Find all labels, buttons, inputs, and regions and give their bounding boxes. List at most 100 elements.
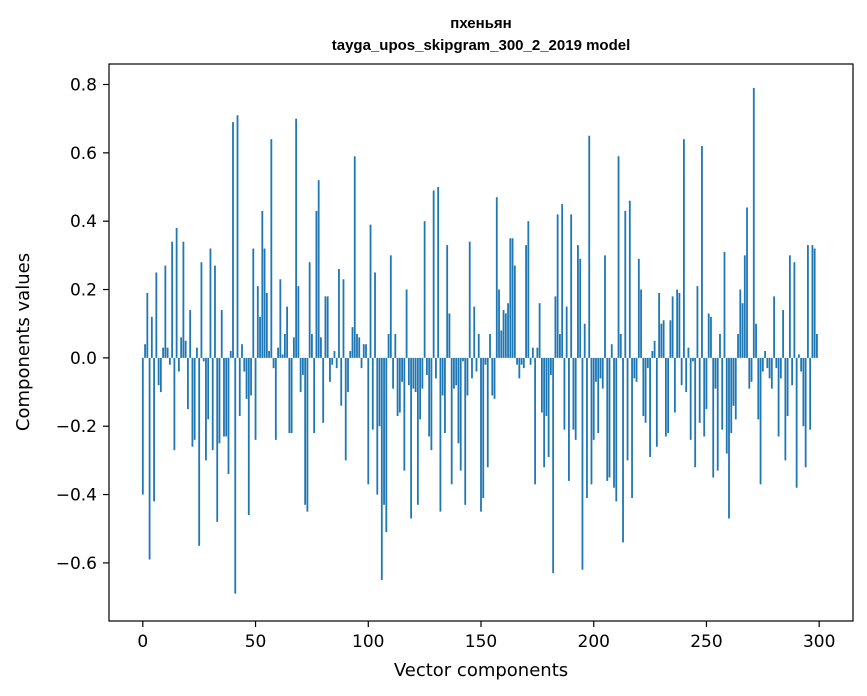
bar-component-195: [581, 357, 584, 570]
x-axis-label: Vector components: [394, 660, 568, 681]
bar-component-256: [719, 333, 721, 358]
bar-component-64: [286, 306, 289, 358]
bar-component-78: [317, 180, 320, 358]
bar-component-216: [628, 200, 631, 358]
bar-component-72: [304, 357, 307, 505]
bar-component-110: [389, 255, 392, 358]
bar-component-70: [299, 357, 302, 393]
bar-component-272: [755, 323, 757, 358]
bar-component-11: [166, 347, 169, 358]
bar-component-188: [565, 306, 568, 358]
bar-component-42: [236, 115, 239, 358]
bar-component-197: [586, 357, 588, 498]
bar-component-279: [770, 357, 773, 389]
bar-component-115: [401, 357, 403, 382]
bar-component-79: [320, 337, 322, 358]
bar-component-147: [473, 306, 476, 358]
bar-component-273: [757, 357, 760, 420]
bar-component-58: [272, 357, 275, 369]
x-tick-label: 150: [465, 632, 497, 652]
bar-component-193: [577, 245, 579, 358]
bar-component-120: [412, 357, 415, 389]
bar-component-92: [349, 351, 352, 358]
bar-component-113: [396, 357, 399, 416]
bar-component-149: [477, 333, 480, 358]
y-axis-label: Components values: [13, 253, 34, 431]
bar-component-9: [162, 347, 165, 358]
bar-component-154: [489, 333, 491, 358]
bar-component-25: [198, 357, 201, 546]
bar-component-135: [446, 245, 449, 358]
bar-component-264: [737, 333, 739, 358]
bar-component-288: [791, 357, 794, 386]
bar-component-229: [658, 292, 661, 358]
bar-component-187: [563, 357, 566, 430]
bar-component-194: [579, 258, 582, 358]
bar-component-196: [583, 323, 586, 358]
bar-component-40: [232, 122, 234, 358]
bar-component-59: [274, 357, 277, 440]
bar-component-271: [752, 87, 755, 358]
bar-component-91: [347, 357, 349, 393]
bar-component-177: [540, 357, 543, 413]
bar-component-289: [793, 262, 796, 358]
bar-component-145: [468, 241, 471, 358]
bar-component-259: [725, 357, 728, 454]
bar-component-168: [520, 357, 523, 365]
chart-subtitle: tayga_upos_skipgram_300_2_2019 model: [332, 37, 631, 54]
bar-component-14: [173, 357, 176, 451]
bar-component-280: [773, 296, 775, 358]
bar-component-204: [601, 357, 604, 389]
y-tick-label: −0.6: [56, 554, 97, 574]
bar-component-261: [730, 357, 733, 434]
bar-component-231: [662, 320, 665, 358]
bar-component-132: [439, 357, 442, 512]
bar-component-296: [809, 357, 812, 430]
bar-component-124: [421, 357, 424, 389]
bar-component-260: [728, 357, 730, 519]
bar-component-93: [351, 327, 354, 358]
bar-component-228: [655, 357, 658, 447]
bar-component-210: [615, 357, 618, 502]
bar-component-213: [622, 357, 624, 543]
bar-component-27: [202, 357, 205, 362]
bar-component-35: [220, 310, 223, 358]
bar-component-19: [184, 340, 187, 358]
bar-component-75: [311, 333, 313, 358]
bar-component-33: [216, 357, 219, 522]
bar-component-10: [164, 265, 167, 358]
bar-component-249: [703, 357, 706, 437]
bar-component-234: [669, 320, 672, 358]
bar-component-18: [182, 241, 185, 358]
bar-component-164: [511, 238, 514, 358]
bar-component-3: [148, 357, 151, 560]
bar-component-186: [561, 204, 564, 358]
bar-component-102: [371, 357, 374, 430]
bar-component-242: [687, 347, 690, 358]
bar-component-142: [462, 357, 464, 362]
bar-component-50: [254, 357, 257, 440]
bar-component-174: [534, 357, 537, 485]
bar-component-185: [559, 333, 561, 358]
bar-component-5: [153, 357, 155, 502]
bar-component-247: [698, 357, 701, 423]
bar-component-162: [507, 303, 509, 358]
bar-component-26: [200, 262, 203, 358]
bar-component-31: [211, 357, 214, 451]
y-tick-label: 0.2: [70, 281, 97, 301]
bar-component-74: [308, 262, 311, 358]
bar-component-86: [335, 357, 338, 369]
bar-component-153: [486, 357, 489, 468]
bar-component-206: [606, 357, 609, 481]
bar-component-262: [732, 357, 735, 406]
bar-component-136: [448, 313, 451, 358]
y-axis-ticks: −0.6 −0.4 −0.2 0.0 0.2 0.4 0.6 0.8: [56, 76, 109, 574]
bar-component-258: [723, 251, 726, 358]
bar-component-55: [265, 292, 268, 358]
bar-component-131: [437, 187, 440, 358]
bar-component-128: [430, 357, 433, 451]
bar-component-105: [378, 357, 381, 427]
bar-component-291: [797, 354, 800, 358]
bar-component-101: [369, 224, 372, 358]
bar-component-236: [673, 357, 676, 413]
